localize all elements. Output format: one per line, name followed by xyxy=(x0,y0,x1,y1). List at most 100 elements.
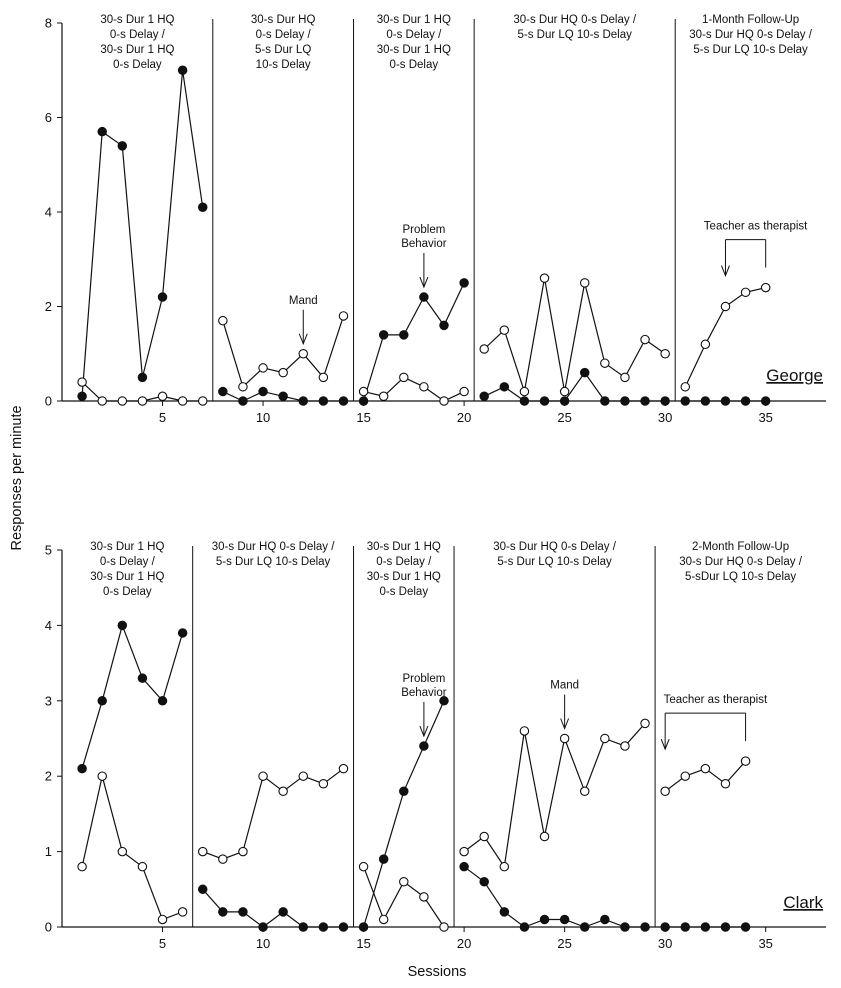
phase-label: 0-s Delay / xyxy=(100,556,156,568)
data-point-open xyxy=(298,348,309,359)
data-point-open xyxy=(600,733,610,744)
series-line-open xyxy=(363,376,465,402)
data-point-filled xyxy=(459,861,469,872)
data-point-open xyxy=(157,391,168,402)
data-point-open xyxy=(539,831,550,842)
phase-label: 30-s Dur HQ 0-s Delay / xyxy=(493,541,617,553)
annotation-label: Behavior xyxy=(401,687,447,699)
data-point-open xyxy=(338,311,349,321)
data-point-filled xyxy=(579,922,590,932)
phase-label: 30-s Dur 1 HQ xyxy=(367,571,441,583)
data-point-open xyxy=(539,273,550,283)
data-point-open xyxy=(298,771,309,781)
data-point-open xyxy=(519,726,530,736)
data-point-open xyxy=(700,339,711,350)
phase-label: 0-s Delay xyxy=(103,586,152,598)
data-point-filled xyxy=(358,396,369,406)
data-point-filled xyxy=(439,320,449,331)
x-tick-label: 30 xyxy=(658,410,672,425)
data-point-filled xyxy=(539,396,550,406)
subject-label: George xyxy=(766,366,823,385)
data-point-open xyxy=(278,367,288,378)
data-point-open xyxy=(278,786,288,797)
data-point-open xyxy=(620,372,630,383)
data-point-filled xyxy=(620,396,630,406)
data-point-open xyxy=(720,301,731,312)
data-point-filled xyxy=(700,396,711,406)
phase-label: 30-s Dur 1 HQ xyxy=(100,44,174,56)
data-point-open xyxy=(338,763,349,774)
phase-label: 5-s Dur LQ 10-s Delay xyxy=(216,556,331,568)
y-tick-label: 4 xyxy=(45,618,52,633)
data-point-open xyxy=(399,372,409,383)
annotation-arrowhead xyxy=(721,265,730,277)
data-point-filled xyxy=(338,922,349,932)
data-point-filled xyxy=(197,884,208,895)
series-line-filled xyxy=(81,70,204,397)
x-tick-label: 35 xyxy=(758,936,772,951)
data-point-filled xyxy=(117,620,128,631)
series-line-filled xyxy=(363,282,465,402)
phase-label: 10-s Delay xyxy=(256,59,311,71)
data-point-filled xyxy=(620,922,630,932)
data-point-filled xyxy=(399,330,409,340)
data-point-filled xyxy=(278,391,288,402)
data-point-filled xyxy=(680,396,691,406)
data-point-open xyxy=(137,861,148,872)
data-point-open xyxy=(378,914,389,925)
data-point-filled xyxy=(539,914,550,925)
data-point-filled xyxy=(660,922,670,932)
data-point-filled xyxy=(318,922,329,932)
phase-label: 30-s Dur 1 HQ xyxy=(100,14,174,26)
series-line-open xyxy=(81,776,183,921)
x-tick-label: 30 xyxy=(658,936,672,951)
data-point-filled xyxy=(137,673,148,683)
x-tick-label: 20 xyxy=(457,410,471,425)
data-point-filled xyxy=(97,696,107,706)
data-point-open xyxy=(660,348,670,359)
data-point-open xyxy=(499,325,510,335)
x-tick-label: 10 xyxy=(256,410,270,425)
annotation-arrowhead xyxy=(660,738,670,751)
phase-label: 0-s Delay xyxy=(380,586,429,598)
data-point-open xyxy=(579,786,590,797)
y-tick-label: 0 xyxy=(45,920,52,935)
data-point-open xyxy=(700,763,711,774)
data-point-open xyxy=(740,287,751,298)
data-point-open xyxy=(600,358,610,368)
data-point-open xyxy=(218,854,228,864)
data-point-open xyxy=(620,741,630,751)
data-point-filled xyxy=(760,396,771,406)
data-point-open xyxy=(197,396,208,406)
data-point-filled xyxy=(519,396,530,406)
annotation-arrowhead xyxy=(298,333,308,346)
data-point-open xyxy=(419,892,429,902)
data-point-open xyxy=(760,282,771,293)
series-line-open xyxy=(463,723,646,869)
subject-label: Clark xyxy=(783,893,823,912)
data-point-open xyxy=(238,382,248,392)
data-point-open xyxy=(318,778,329,789)
data-point-filled xyxy=(479,391,489,402)
phase-label: 30-s Dur HQ 0-s Delay / xyxy=(513,14,637,26)
data-point-open xyxy=(137,396,148,406)
data-point-open xyxy=(97,771,107,781)
x-tick-label: 20 xyxy=(457,936,471,951)
data-point-filled xyxy=(338,396,349,406)
data-point-open xyxy=(117,396,128,406)
y-tick-label: 4 xyxy=(45,205,52,220)
data-point-open xyxy=(378,391,389,402)
phase-label: 30-s Dur HQ xyxy=(251,14,316,26)
data-point-filled xyxy=(600,914,610,925)
phase-label: 30-s Dur 1 HQ xyxy=(90,571,164,583)
data-point-filled xyxy=(77,763,87,774)
y-tick-label: 2 xyxy=(45,769,52,784)
data-point-filled xyxy=(157,696,168,706)
data-point-filled xyxy=(318,396,329,406)
data-point-open xyxy=(740,756,751,766)
x-tick-label: 15 xyxy=(356,936,370,951)
series-line-filled xyxy=(363,700,445,928)
data-point-filled xyxy=(258,386,268,397)
x-tick-label: 25 xyxy=(557,410,571,425)
